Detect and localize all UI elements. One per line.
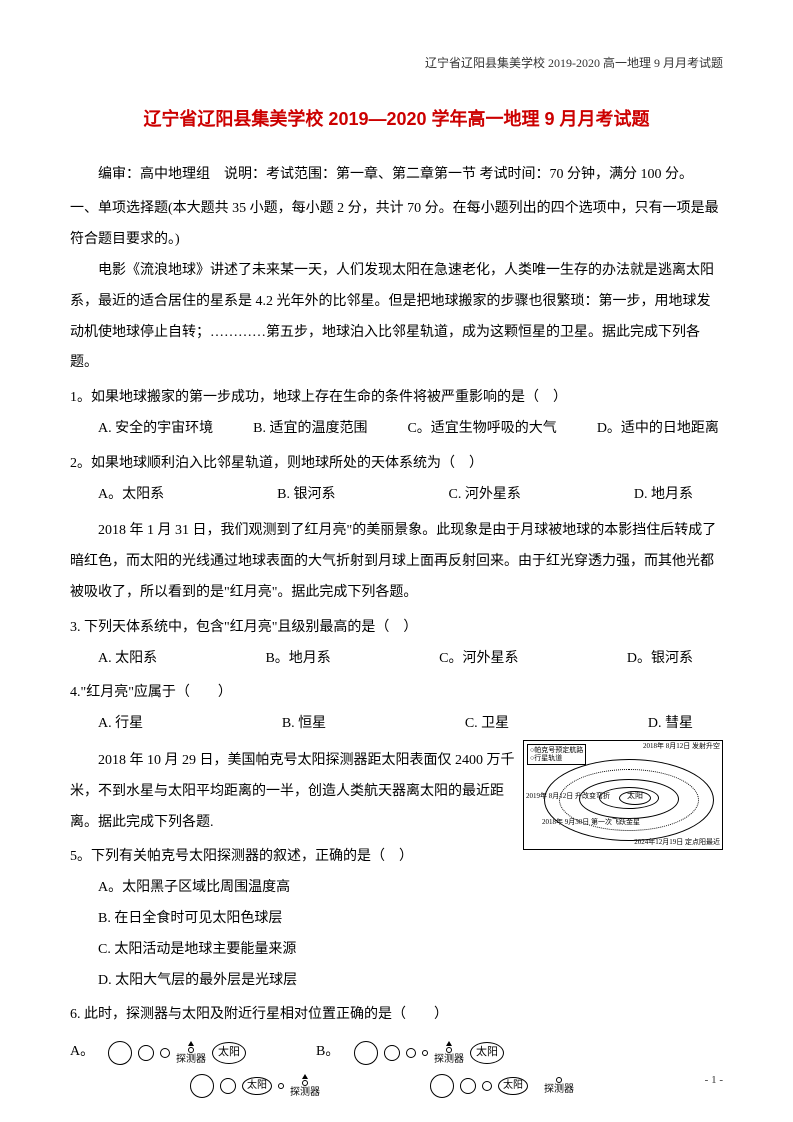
annot-4: 2024年12月19日 定点阳最近 xyxy=(634,839,720,847)
q5-options: A。太阳黑子区域比周围温度高 B. 在日全食时可见太阳色球层 C. 太阳活动是地… xyxy=(70,873,515,996)
q2-options: A。太阳系 B. 银河系 C. 河外星系 D. 地月系 xyxy=(70,480,723,511)
q1-opt-a[interactable]: A. 安全的宇宙环境 xyxy=(98,414,213,445)
q3-opt-b[interactable]: B。地月系 xyxy=(265,644,330,675)
q6-label-a[interactable]: A。 xyxy=(70,1037,98,1068)
annot-3: 2018年 9月30日 第一次飞跃金星 xyxy=(542,819,640,827)
q2-stem: 2。如果地球顺利泊入比邻星轨道，则地球所处的天体系统为（ ） xyxy=(70,449,723,480)
passage-3: 2018 年 10 月 29 日，美国帕克号太阳探测器距太阳表面仅 2400 万… xyxy=(70,746,515,838)
diagram-sun: 太阳 xyxy=(619,791,651,805)
q2-opt-a[interactable]: A。太阳系 xyxy=(98,480,164,511)
q2-opt-b[interactable]: B. 银河系 xyxy=(277,480,335,511)
running-header: 辽宁省辽阳县集美学校 2019-2020 高一地理 9 月月考试题 xyxy=(425,50,723,76)
q6-row-1: A。 探测器 太阳 B。 探测器 太阳 xyxy=(70,1037,723,1068)
q5-stem: 5。下列有关帕克号太阳探测器的叙述，正确的是（ ） xyxy=(70,842,515,873)
sun-label: 太阳 xyxy=(242,1077,272,1095)
diagram-legend: ○帕克号预定航路 ○行星轨道 xyxy=(527,744,586,765)
sun-label: 太阳 xyxy=(212,1042,246,1064)
q4-opt-c[interactable]: C. 卫星 xyxy=(465,709,509,740)
q1-opt-d[interactable]: D。适中的日地距离 xyxy=(597,414,719,445)
q4-options: A. 行星 B. 恒星 C. 卫星 D. 彗星 xyxy=(70,709,723,740)
q6-stem: 6. 此时，探测器与太阳及附近行星相对位置正确的是（ ） xyxy=(70,1000,723,1031)
q2-opt-d[interactable]: D. 地月系 xyxy=(634,480,693,511)
q6-opt-a-diagram: 探测器 太阳 xyxy=(108,1041,246,1065)
q5-opt-c[interactable]: C. 太阳活动是地球主要能量来源 xyxy=(98,935,515,966)
q4-stem: 4."红月亮"应属于（ ） xyxy=(70,678,723,709)
orbit-diagram: ○帕克号预定航路 ○行星轨道 太阳 2018年 8月12日 发射升空 2019年… xyxy=(523,740,723,850)
q4-opt-b[interactable]: B. 恒星 xyxy=(282,709,326,740)
q4-opt-d[interactable]: D. 彗星 xyxy=(648,709,693,740)
page-number: - 1 - xyxy=(705,1068,723,1092)
q4-opt-a[interactable]: A. 行星 xyxy=(98,709,143,740)
q1-stem: 1。如果地球搬家的第一步成功，地球上存在生命的条件将被严重影响的是（ ） xyxy=(70,383,723,414)
probe-label: 探测器 xyxy=(544,1085,574,1095)
probe-label: 探测器 xyxy=(176,1055,206,1065)
passage-1: 电影《流浪地球》讲述了未来某一天，人们发现太阳在急速老化，人类唯一生存的办法就是… xyxy=(70,256,723,379)
q5-opt-b[interactable]: B. 在日全食时可见太阳色球层 xyxy=(98,904,515,935)
q3-stem: 3. 下列天体系统中，包含"红月亮"且级别最高的是（ ） xyxy=(70,613,723,644)
q1-opt-c[interactable]: C。适宜生物呼吸的大气 xyxy=(407,414,556,445)
q6-opt-b-diagram: 探测器 太阳 xyxy=(354,1041,504,1065)
q6-label-b[interactable]: B。 xyxy=(316,1037,344,1068)
sun-label: 太阳 xyxy=(470,1042,504,1064)
annot-2: 2019年 8月12日 升改变弯折 xyxy=(526,793,610,801)
probe-label: 探测器 xyxy=(434,1055,464,1065)
probe-label: 探测器 xyxy=(290,1088,320,1098)
q6-opt-c-diagram: 太阳 探测器 xyxy=(190,1074,320,1098)
q6-row-2: 太阳 探测器 太阳 探测器 xyxy=(70,1074,723,1098)
q2-opt-c[interactable]: C. 河外星系 xyxy=(449,480,521,511)
q5-opt-d[interactable]: D. 太阳大气层的最外层是光球层 xyxy=(98,966,515,997)
q3-opt-d[interactable]: D。银河系 xyxy=(627,644,693,675)
q3-opt-a[interactable]: A. 太阳系 xyxy=(98,644,157,675)
page-title: 辽宁省辽阳县集美学校 2019—2020 学年高一地理 9 月月考试题 xyxy=(70,100,723,140)
q1-options: A. 安全的宇宙环境 B. 适宜的温度范围 C。适宜生物呼吸的大气 D。适中的日… xyxy=(70,414,723,445)
passage-2: 2018 年 1 月 31 日，我们观测到了红月亮"的美丽景象。此现象是由于月球… xyxy=(70,516,723,608)
meta-info: 编审：高中地理组 说明：考试范围：第一章、第二章第一节 考试时间：70 分钟，满… xyxy=(70,160,723,191)
section-1-heading: 一、单项选择题(本大题共 35 小题，每小题 2 分，共计 70 分。在每小题列… xyxy=(70,194,723,256)
annot-launch: 2018年 8月12日 发射升空 xyxy=(643,743,720,751)
q5-opt-a[interactable]: A。太阳黑子区域比周围温度高 xyxy=(98,873,515,904)
q3-options: A. 太阳系 B。地月系 C。河外星系 D。银河系 xyxy=(70,644,723,675)
legend-2: ○行星轨道 xyxy=(530,754,583,762)
q3-opt-c[interactable]: C。河外星系 xyxy=(439,644,518,675)
q6-opt-d-diagram: 太阳 探测器 xyxy=(430,1074,574,1098)
q1-opt-b[interactable]: B. 适宜的温度范围 xyxy=(253,414,367,445)
sun-label: 太阳 xyxy=(498,1077,528,1095)
